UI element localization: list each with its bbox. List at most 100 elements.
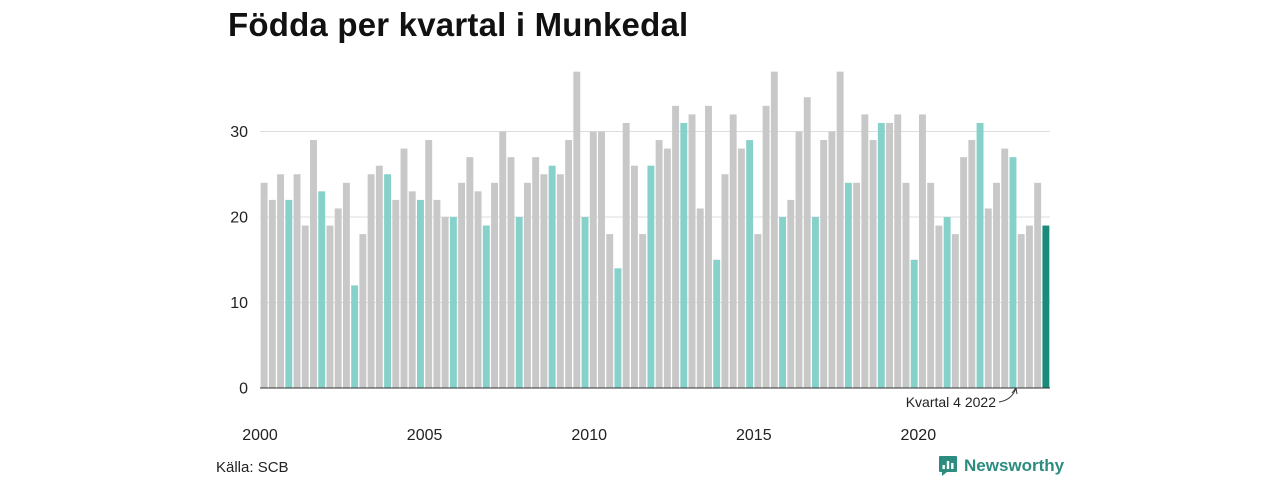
bar xyxy=(647,165,655,388)
bar xyxy=(820,140,828,388)
bar xyxy=(482,225,490,388)
bar xyxy=(532,157,540,388)
bar xyxy=(968,140,976,388)
bar xyxy=(573,71,581,389)
bar xyxy=(400,148,408,388)
bar xyxy=(433,199,441,388)
bar xyxy=(507,157,515,388)
brand-logo: Newsworthy xyxy=(938,455,1064,477)
annotation-arrow xyxy=(998,387,1018,403)
bar xyxy=(1034,182,1042,388)
bar xyxy=(680,122,688,388)
bar xyxy=(375,165,383,388)
bar xyxy=(589,131,597,388)
y-tick-label: 10 xyxy=(230,295,248,312)
bar xyxy=(779,217,787,388)
x-axis-ticks: 2000 2005 2010 2015 2020 xyxy=(242,427,936,444)
bar xyxy=(351,285,359,388)
bar xyxy=(1017,234,1025,388)
bar xyxy=(935,225,943,388)
source-label: Källa: SCB xyxy=(216,459,289,476)
bar xyxy=(277,174,285,388)
bar xyxy=(441,217,449,388)
bar xyxy=(367,174,375,388)
brand-name: Newsworthy xyxy=(964,456,1065,475)
bar xyxy=(960,157,968,388)
bar xyxy=(515,217,523,388)
bar xyxy=(565,140,573,388)
bar xyxy=(836,71,844,389)
bar xyxy=(1001,148,1009,388)
bars xyxy=(260,71,1050,389)
bar xyxy=(984,208,992,388)
bar xyxy=(787,199,795,388)
bar xyxy=(260,182,268,388)
bar xyxy=(548,165,556,388)
bar xyxy=(943,217,951,388)
bar xyxy=(318,191,326,388)
x-tick-label: 2015 xyxy=(736,427,772,444)
bar xyxy=(853,182,861,388)
bar xyxy=(458,182,466,388)
bar xyxy=(951,234,959,388)
bar xyxy=(902,182,910,388)
bar xyxy=(449,217,457,388)
bar xyxy=(976,122,984,388)
bar xyxy=(770,71,778,389)
bar xyxy=(861,114,869,389)
bar xyxy=(705,105,712,388)
bar xyxy=(425,140,433,388)
bar xyxy=(556,174,564,388)
bar xyxy=(688,114,696,389)
bar xyxy=(622,122,630,388)
bar xyxy=(754,234,762,388)
y-axis-ticks: 0 10 20 30 xyxy=(230,124,248,398)
bar xyxy=(499,131,507,388)
bar xyxy=(293,174,301,388)
bar xyxy=(342,182,350,388)
gridlines xyxy=(260,131,1050,303)
bar xyxy=(581,217,589,388)
bar xyxy=(491,182,498,388)
bar xyxy=(417,199,424,388)
bar xyxy=(1042,225,1050,388)
x-tick-label: 2020 xyxy=(901,427,937,444)
bar xyxy=(334,208,342,388)
chart-title: Födda per kvartal i Munkedal xyxy=(228,6,689,43)
bar xyxy=(606,234,614,388)
bar xyxy=(1025,225,1033,388)
bar xyxy=(598,131,605,388)
bar xyxy=(384,174,392,388)
bar xyxy=(540,174,548,388)
bar xyxy=(877,122,885,388)
bar xyxy=(828,131,836,388)
x-tick-label: 2010 xyxy=(571,427,607,444)
bar xyxy=(639,234,647,388)
annotation-label: Kvartal 4 2022 xyxy=(906,394,996,410)
bar xyxy=(721,174,729,388)
bar xyxy=(795,131,803,388)
bar xyxy=(285,199,293,388)
bar xyxy=(812,217,819,388)
newsworthy-logo-icon xyxy=(939,456,957,476)
bar xyxy=(614,268,622,388)
bar xyxy=(894,114,902,389)
bar xyxy=(910,259,918,388)
bar xyxy=(655,140,663,388)
bar xyxy=(523,182,531,388)
y-tick-label: 20 xyxy=(230,210,248,227)
bar xyxy=(408,191,416,388)
y-tick-label: 0 xyxy=(239,381,248,398)
bar xyxy=(737,148,745,388)
bar xyxy=(762,105,770,388)
bar xyxy=(918,114,926,389)
bar xyxy=(696,208,704,388)
bar xyxy=(392,199,400,388)
bar xyxy=(886,122,893,388)
bar xyxy=(713,259,721,388)
bar xyxy=(310,140,317,388)
bar xyxy=(844,182,852,388)
bar xyxy=(268,199,276,388)
y-tick-label: 30 xyxy=(230,124,248,141)
bar xyxy=(746,140,754,388)
